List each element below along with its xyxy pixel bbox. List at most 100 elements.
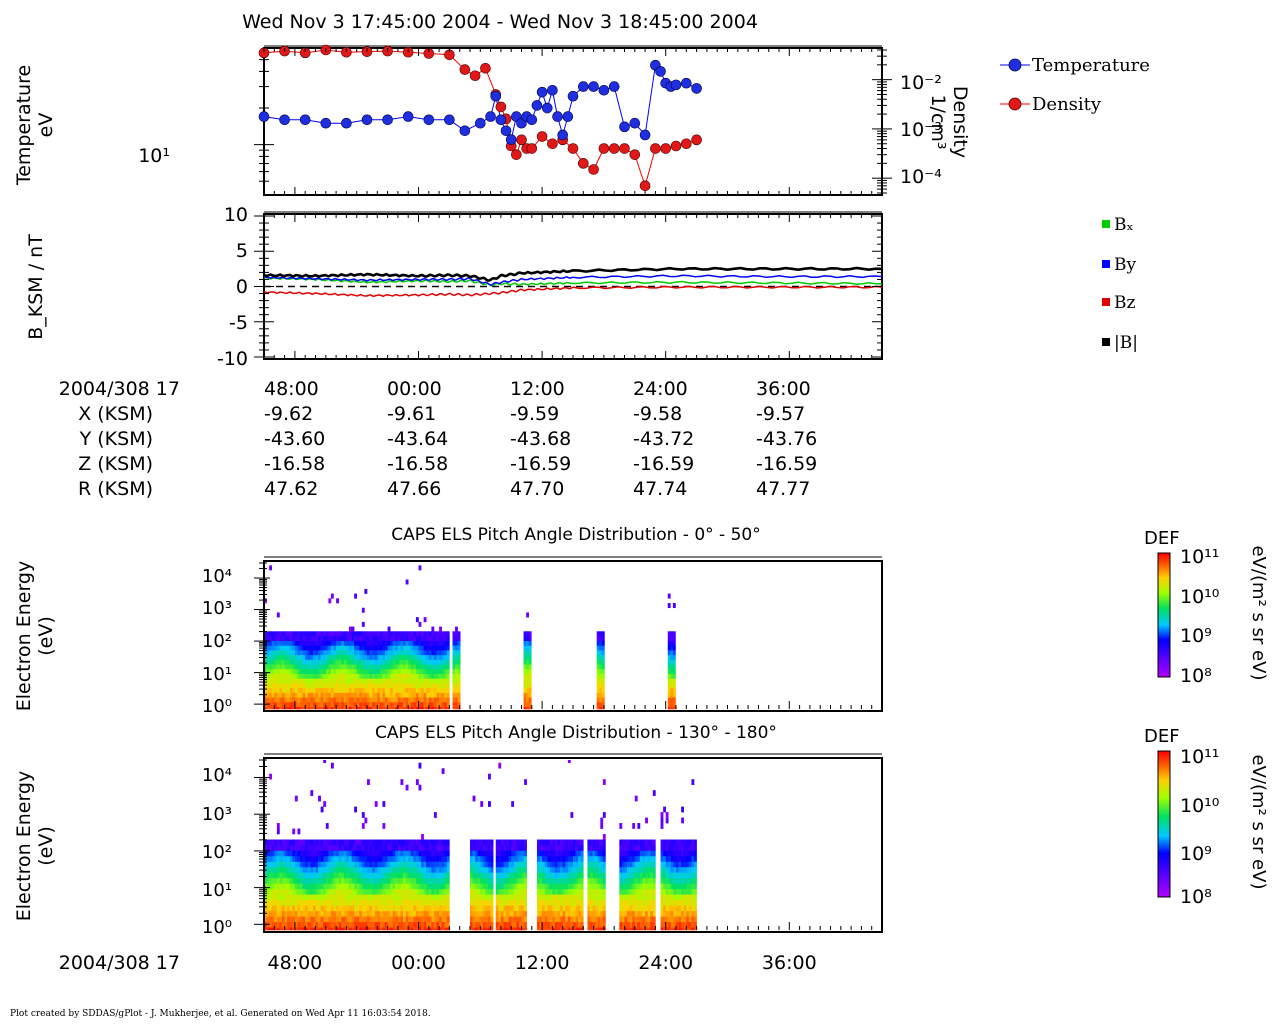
heatmap-cell [359, 861, 363, 868]
heatmap-cell [428, 894, 432, 901]
heatmap-cell [410, 883, 414, 890]
heatmap-cell [549, 866, 553, 873]
heatmap-cell [552, 839, 556, 846]
heatmap-cell [372, 706, 376, 710]
heatmap-cell [624, 888, 628, 895]
heatmap-cell [542, 927, 545, 931]
heatmap-cell [269, 899, 273, 906]
heatmap-cell [403, 687, 406, 693]
heatmap-cell [668, 894, 672, 901]
heatmap-cell [428, 645, 432, 651]
heatmap-cell [320, 894, 324, 901]
heatmap-cell [364, 872, 368, 879]
heatmap-cell [475, 877, 479, 884]
heatmap-cell [602, 850, 606, 857]
heatmap-cell [271, 664, 275, 670]
heatmap-cell [673, 866, 677, 873]
heatmap-cell [475, 916, 479, 923]
heatmap-cell [421, 866, 424, 873]
heatmap-cell [488, 773, 491, 780]
heatmap-cell [405, 697, 409, 703]
heatmap-cell [367, 845, 370, 851]
heatmap-cell [694, 927, 697, 931]
heatmap-cell [361, 877, 365, 884]
heatmap-cell [421, 687, 424, 693]
heatmap-cell [691, 899, 695, 906]
heatmap-cell [428, 701, 432, 707]
heatmap-cell [652, 905, 656, 912]
heatmap-cell [415, 927, 419, 931]
heatmap-cell [333, 921, 337, 928]
heatmap-cell [274, 845, 278, 851]
heatmap-cell [506, 899, 509, 906]
heatmap-cell [341, 845, 345, 851]
heatmap-cell [508, 861, 512, 868]
heatmap-cell [667, 650, 671, 656]
heatmap-cell [418, 910, 422, 917]
heatmap-cell [565, 927, 569, 931]
heatmap-cell [405, 850, 409, 857]
heatmap-cell [379, 888, 383, 895]
heatmap-cell [418, 640, 422, 646]
heatmap-cell [318, 650, 321, 656]
heatmap-cell [343, 899, 347, 906]
ephemeris-value: -16.59 [510, 453, 571, 475]
heatmap-cell [567, 899, 571, 906]
heatmap-cell [485, 866, 489, 873]
heatmap-cell [269, 673, 273, 679]
heatmap-cell [276, 673, 280, 679]
heatmap-cell [503, 927, 507, 931]
heatmap-cell [338, 888, 342, 895]
heatmap-cell [637, 894, 641, 901]
heatmap-cell [596, 701, 600, 707]
heatmap-cell [341, 687, 345, 693]
heatmap-cell [619, 905, 623, 912]
heatmap-cell [390, 845, 394, 851]
heatmap-cell [426, 636, 430, 642]
heatmap-cell [300, 640, 303, 646]
heatmap-cell [423, 706, 427, 710]
heatmap-cell [333, 905, 337, 912]
heatmap-cell [323, 678, 327, 684]
heatmap-cell [341, 654, 345, 660]
heatmap-cell [320, 697, 324, 703]
heatmap-cell [387, 916, 391, 923]
heatmap-cell [395, 636, 399, 642]
heatmap-cell [475, 894, 479, 901]
heatmap-cell [276, 701, 280, 707]
heatmap-cell [667, 603, 671, 609]
heatmap-cell [665, 905, 669, 912]
heatmap-cell [600, 850, 604, 857]
heatmap-cell [351, 645, 355, 651]
heatmap-cell [428, 916, 432, 923]
density-legend-marker [1008, 97, 1022, 111]
heatmap-cell [570, 839, 574, 846]
heatmap-cell [336, 664, 339, 670]
heatmap-cell [276, 828, 280, 835]
heatmap-cell [333, 877, 337, 884]
heatmap-cell [266, 678, 270, 684]
heatmap-cell [587, 910, 591, 917]
heatmap-cell [338, 877, 342, 884]
heatmap-cell [691, 872, 695, 879]
heatmap-cell [413, 866, 417, 873]
heatmap-cell [292, 692, 296, 698]
heatmap-cell [343, 659, 347, 665]
heatmap-cell [587, 872, 591, 879]
heatmap-cell [599, 631, 603, 637]
heatmap-cell [536, 883, 540, 890]
heatmap-cell [426, 872, 430, 879]
heatmap-cell [333, 861, 337, 868]
heatmap-cell [310, 888, 314, 895]
heatmap-cell [498, 899, 502, 906]
heatmap-cell [683, 861, 687, 868]
heatmap-cell [426, 654, 430, 660]
temperature-point [531, 100, 543, 111]
heatmap-cell [336, 598, 339, 604]
heatmap-cell [338, 905, 342, 912]
heatmap-cell [523, 654, 527, 660]
heatmap-cell [318, 921, 321, 928]
heatmap-cell [287, 916, 291, 923]
heatmap-cell [372, 855, 376, 862]
heatmap-cell [475, 899, 479, 906]
